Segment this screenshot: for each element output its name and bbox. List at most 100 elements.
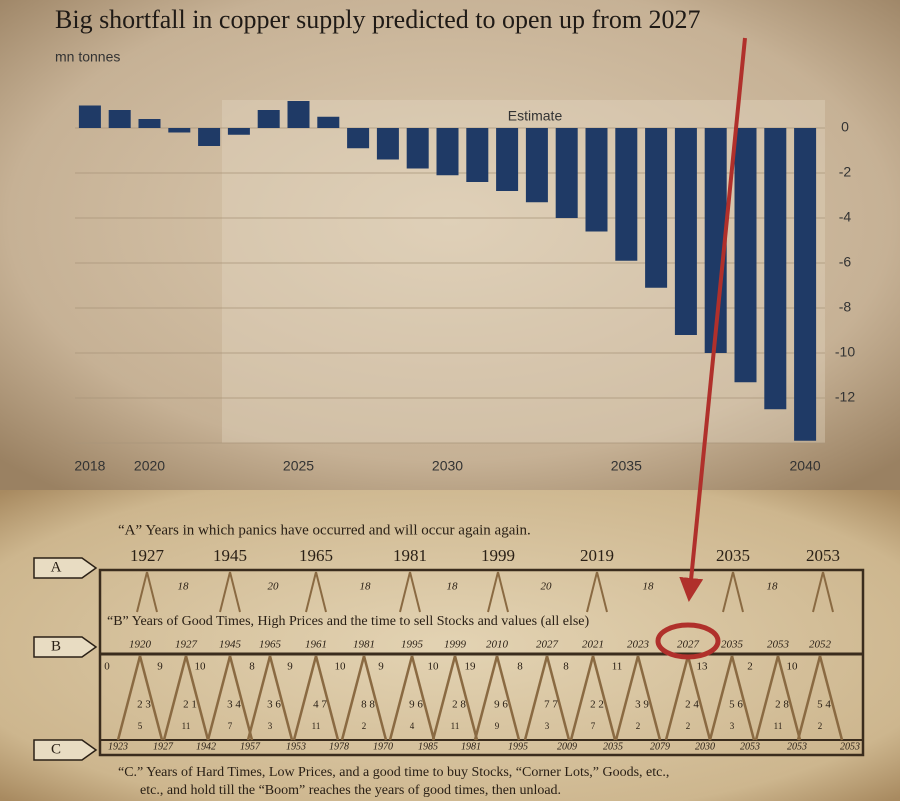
chart-title: Big shortfall in copper supply predicted… xyxy=(55,5,701,34)
cycle-stroke xyxy=(431,655,457,741)
arrow xyxy=(679,37,747,602)
caption: etc., and hold till the “Boom” reaches t… xyxy=(140,783,561,798)
a-interval: 18 xyxy=(178,581,190,593)
x-tick-label: 2020 xyxy=(134,458,165,474)
b-year: 1981 xyxy=(353,639,375,651)
c-year: 2053 xyxy=(740,741,760,752)
c-year: 1985 xyxy=(418,741,438,752)
cycle-stroke xyxy=(473,655,499,741)
cycle-number: 19 xyxy=(465,661,477,673)
cycle-stroke xyxy=(362,655,388,741)
cycle-number: 0 xyxy=(104,661,110,673)
c-year: 2053 xyxy=(840,741,860,752)
b-year: 1920 xyxy=(129,639,152,651)
cycle-stroke xyxy=(206,655,232,741)
cycle-number: 10 xyxy=(428,661,440,673)
y-tick-label: -4 xyxy=(839,209,852,225)
cycle-number: 2 1 xyxy=(183,699,197,711)
b-year: 1945 xyxy=(219,639,242,651)
cycle-number: 10 xyxy=(335,661,347,673)
a-year: 1965 xyxy=(299,546,333,565)
cycle-number: 2 xyxy=(362,721,367,731)
cycle-number: 3 xyxy=(268,721,273,731)
cycle-number: 2 xyxy=(686,721,691,731)
x-tick-label: 2035 xyxy=(611,458,642,474)
cycle-number: 11 xyxy=(612,661,623,673)
bar xyxy=(615,128,638,261)
c-year: 2035 xyxy=(603,741,623,752)
c-year: 1953 xyxy=(286,741,306,752)
caption: “B” Years of Good Times, High Prices and… xyxy=(107,614,589,629)
cycle-number: 7 7 xyxy=(544,699,558,711)
cycle-stroke xyxy=(410,655,436,741)
cycle-number: 7 xyxy=(228,721,233,731)
bar xyxy=(436,128,459,176)
a-interval: 18 xyxy=(360,581,372,593)
cycle-number: 8 8 xyxy=(361,699,375,711)
bar xyxy=(645,128,668,288)
cycle-number: 2 xyxy=(636,721,641,731)
bar xyxy=(764,128,787,410)
c-year: 1957 xyxy=(240,741,261,752)
y-tick-label: -2 xyxy=(839,164,852,180)
c-year: 1923 xyxy=(108,741,128,752)
cycle-number: 9 6 xyxy=(409,699,423,711)
cycle-stroke xyxy=(822,571,834,613)
cycle-stroke xyxy=(219,571,231,613)
hand-pointer xyxy=(33,557,98,579)
x-tick-label: 2040 xyxy=(790,458,821,474)
y-tick-label: -12 xyxy=(835,389,855,405)
cycle-number: 4 7 xyxy=(313,699,327,711)
cycle-stroke xyxy=(487,571,499,613)
b-year: 1961 xyxy=(305,639,327,651)
b-year: 2021 xyxy=(582,639,604,651)
bar xyxy=(347,128,370,149)
cycle-number: 3 xyxy=(730,721,735,731)
bar xyxy=(78,105,101,128)
cycle-number: 9 xyxy=(378,661,384,673)
cycle-stroke xyxy=(146,571,158,613)
row-label: A xyxy=(51,559,62,575)
cycle-stroke xyxy=(138,655,164,741)
b-year: 2052 xyxy=(809,639,832,651)
x-tick-label: 2018 xyxy=(74,458,105,474)
bar xyxy=(376,128,399,160)
cycle-number: 5 4 xyxy=(817,699,831,711)
bar xyxy=(525,128,548,203)
cycle-stroke xyxy=(569,655,595,741)
c-year: 1970 xyxy=(373,741,393,752)
bar xyxy=(585,128,608,232)
cycle-number: 11 xyxy=(774,721,783,731)
a-year: 1945 xyxy=(213,546,247,565)
b-year: 2027 xyxy=(677,639,700,651)
cycle-number: 2 2 xyxy=(590,699,604,711)
row-label: C xyxy=(51,741,61,757)
cycle-stroke xyxy=(523,655,549,741)
unit-label: mn tonnes xyxy=(55,49,120,65)
cycle-stroke xyxy=(686,655,712,741)
c-year: 1995 xyxy=(508,741,528,752)
cycle-stroke xyxy=(497,571,509,613)
cycle-number: 9 6 xyxy=(494,699,508,711)
cycle-stroke xyxy=(708,655,734,741)
annotation: Estimate xyxy=(508,108,563,124)
cycle-number: 10 xyxy=(787,661,799,673)
cycle-stroke xyxy=(399,571,411,613)
cycle-stroke xyxy=(136,571,148,613)
c-year: 1981 xyxy=(461,741,481,752)
cycle-number: 9 xyxy=(495,721,500,731)
bar xyxy=(138,119,161,128)
cycle-stroke xyxy=(596,571,608,613)
b-year: 2053 xyxy=(767,639,790,651)
cycle-number: 5 xyxy=(138,721,143,731)
cycle-stroke xyxy=(722,571,734,613)
cycle-stroke xyxy=(818,655,844,741)
cycle-number: 3 9 xyxy=(635,699,649,711)
b-year: 1927 xyxy=(175,639,198,651)
caption: “A” Years in which panics have occurred … xyxy=(118,522,531,538)
a-interval: 20 xyxy=(541,581,553,593)
c-year: 2030 xyxy=(695,741,715,752)
bar xyxy=(287,101,310,128)
b-year: 2035 xyxy=(721,639,744,651)
